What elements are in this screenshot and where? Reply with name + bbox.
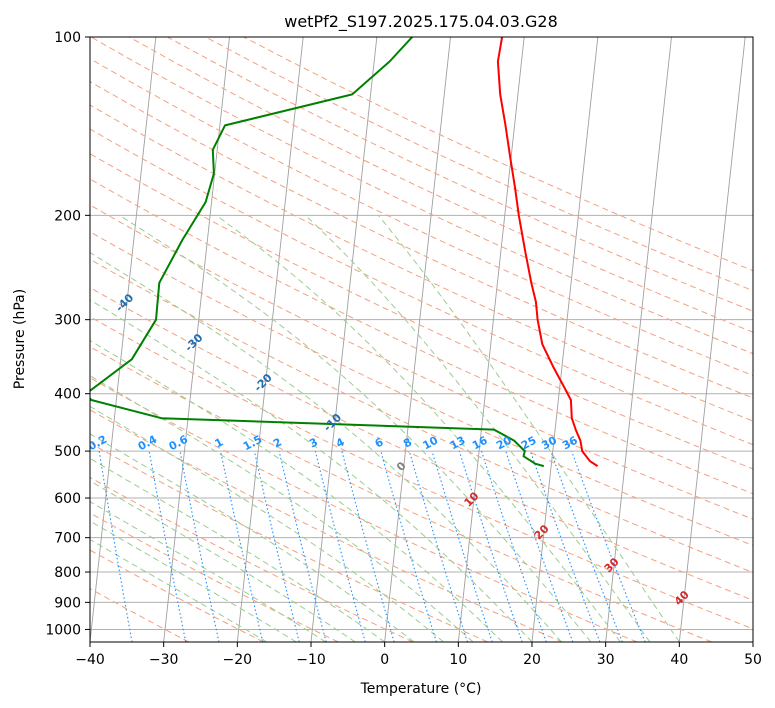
x-axis-title: Temperature (°C) [360,681,482,697]
x-tick-label: 30 [597,652,615,668]
mixing-ratio-line [341,450,395,642]
x-tick-label: −30 [149,652,179,668]
mixing-ratio-line [480,450,547,642]
y-axis-title: Pressure (hPa) [12,289,28,389]
y-tick-label: 900 [54,595,81,611]
moist-adiabat-line [305,214,651,642]
y-tick-label: 100 [54,30,81,46]
moist-adiabat-line [90,299,533,642]
mixing-ratio-line [571,450,646,642]
mixing-ratio-line [314,450,366,642]
moist-adiabat-line [377,214,680,642]
mixing-ratio-line [431,450,493,642]
moist-adiabat-line [90,520,297,642]
moist-adiabat-line [90,538,268,642]
mixing-ratio-line [529,450,601,642]
isotherm-line [90,37,157,642]
y-tick-label: 700 [54,531,81,547]
mixing-ratio-line [278,450,327,642]
dry-adiabat-line [90,377,638,642]
dry-adiabat-line [90,37,753,355]
y-tick-label: 200 [54,208,81,224]
y-tick-label: 400 [54,387,81,403]
mixing-ratio-label: 30 [539,434,559,453]
mixing-ratio-line [505,450,574,642]
mixing-ratio-line [550,450,623,642]
moist-adiabat-line [90,433,415,642]
dry-adiabat-line [90,316,753,630]
mixing-ratio-line [148,450,187,642]
dry-adiabat-line [90,476,414,642]
isotherm-line [457,37,525,642]
mixing-ratio-label: 16 [470,434,490,453]
y-tick-label: 1000 [45,622,81,638]
isotherm-line [678,37,746,642]
isotherm-line [605,37,672,642]
mixing-ratio-label: 25 [519,434,539,453]
y-tick-label: 500 [54,444,81,460]
mixing-ratio-line [380,450,437,642]
mixing-ratio-line [408,450,469,642]
x-tick-label: 10 [449,652,467,668]
x-tick-label: −10 [296,652,326,668]
x-tick-label: 0 [380,652,389,668]
dry-adiabat-line [90,204,753,520]
isotherm-line [384,37,451,642]
dry-adiabat-line [90,153,753,470]
mixing-ratio-line [220,450,264,642]
y-tick-label: 800 [54,565,81,581]
moist-adiabat-line [90,339,503,642]
dry-adiabat-line [90,512,339,642]
mixing-ratio-line [458,450,523,642]
moist-adiabat-line [90,457,385,642]
isotherm-line [236,37,304,642]
moist-adiabat-line [90,480,356,642]
dry-adiabat-line [128,37,753,333]
mixing-ratio-label: 20 [494,434,514,453]
axis-ticks: −40 −30 −20 −10 0 10 20 30 40 50 100 200 300 400 500 60… [45,30,762,668]
moist-adiabat-line [90,501,326,642]
dry-adiabat-line [90,346,712,642]
plot-frame [89,36,754,643]
dry-adiabat-line [90,81,753,399]
dewpoint-profile-line [90,37,545,468]
dry-adiabat-line [90,178,753,495]
mixing-ratio-label: 36 [560,434,580,453]
x-tick-label: −40 [75,652,105,668]
x-tick-label: −20 [223,652,253,668]
background-lines [90,37,753,642]
chart-title: wetPf2_S197.2025.175.04.03.G28 [284,12,558,32]
moist-adiabat-line [90,251,562,642]
dry-adiabat-line [90,258,753,574]
x-tick-label: 50 [744,652,762,668]
mixing-ratio-line [253,450,300,642]
dry-adiabat-line [90,409,563,642]
dry-adiabat-line [90,549,264,642]
dry-adiabat-line [90,442,488,642]
dry-adiabat-line [205,37,753,292]
mixing-ratio-label: 13 [448,434,468,453]
temperature-profile-line [496,37,599,467]
y-tick-label: 600 [54,491,81,507]
dry-adiabat-line [90,104,753,422]
mixing-ratio-label: 10 [421,434,441,453]
y-tick-label: 300 [54,313,81,329]
profile-lines [90,37,599,468]
mixing-ratio-line [179,450,220,642]
x-tick-label: 20 [523,652,541,668]
x-tick-label: 40 [670,652,688,668]
